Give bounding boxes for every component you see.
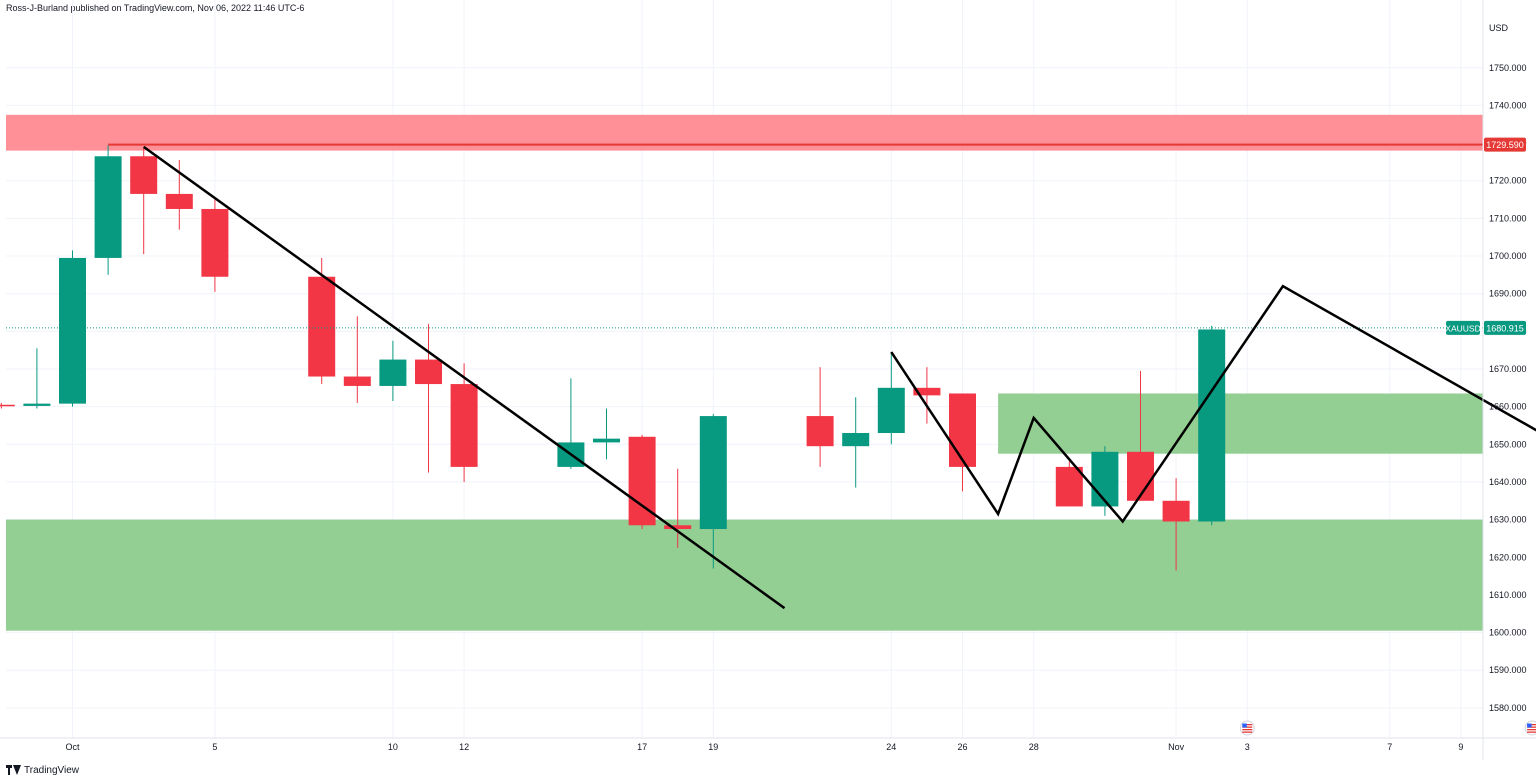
candlestick-series bbox=[0, 144, 1226, 571]
price-tick-label: 1640.000 bbox=[1489, 477, 1527, 487]
time-axis[interactable]: Oct510121719242628Nov37914162123 bbox=[0, 737, 1536, 752]
price-tick-label: 1690.000 bbox=[1489, 289, 1527, 299]
time-tick-label: 3 bbox=[1245, 742, 1250, 752]
projected-price-path bbox=[890, 284, 1536, 524]
candle-down bbox=[450, 384, 478, 467]
flag-stripe bbox=[1527, 729, 1536, 731]
price-tick-label: 1700.000 bbox=[1489, 251, 1527, 261]
flag-canton bbox=[1527, 723, 1532, 728]
candle-up bbox=[23, 403, 51, 406]
time-tick-label: 5 bbox=[212, 742, 217, 752]
price-tick-label: 1710.000 bbox=[1489, 213, 1527, 223]
candle-up bbox=[379, 359, 407, 386]
candle-down bbox=[664, 525, 692, 530]
price-tick-label: 1660.000 bbox=[1489, 402, 1527, 412]
flag-field bbox=[1527, 723, 1536, 733]
flag-stripe bbox=[1242, 731, 1253, 733]
price-tick-label: 1650.000 bbox=[1489, 439, 1527, 449]
time-tick-label: 12 bbox=[459, 742, 469, 752]
candle-down bbox=[913, 387, 941, 396]
price-tick-label: 1610.000 bbox=[1489, 590, 1527, 600]
resistance-price-badge bbox=[1484, 137, 1526, 152]
price-zones bbox=[6, 114, 1483, 631]
candle-up bbox=[877, 387, 905, 434]
price-tick-label: 1590.000 bbox=[1489, 665, 1527, 675]
tradingview-logo-icon bbox=[6, 765, 21, 775]
candle-down bbox=[165, 193, 193, 209]
candle-up bbox=[842, 433, 870, 447]
price-tick-label: 1720.000 bbox=[1489, 176, 1527, 186]
candle-down bbox=[130, 156, 158, 194]
flag-field bbox=[1242, 723, 1253, 733]
time-tick-label: 24 bbox=[886, 742, 896, 752]
footer-brand: TradingView bbox=[24, 764, 80, 776]
candle-up bbox=[1198, 329, 1226, 522]
last-price-badge bbox=[1484, 320, 1526, 335]
time-tick-label: 9 bbox=[1458, 742, 1463, 752]
time-tick-label: Oct bbox=[65, 742, 80, 752]
last-price-label: 1680.915 bbox=[1486, 323, 1524, 333]
candle-down bbox=[806, 416, 834, 447]
candle-up bbox=[1091, 451, 1119, 507]
resistance-price-label: 1729.590 bbox=[1486, 140, 1524, 150]
time-tick-label: 10 bbox=[388, 742, 398, 752]
currency-label: USD bbox=[1489, 23, 1509, 33]
candle-down bbox=[201, 208, 229, 277]
flag-stripe bbox=[1242, 729, 1253, 731]
candle-down bbox=[1162, 500, 1190, 522]
candle-down bbox=[1055, 466, 1083, 507]
candle-down bbox=[343, 376, 371, 386]
flag-canton bbox=[1242, 723, 1247, 728]
time-tick-label: 17 bbox=[637, 742, 647, 752]
us-flag-icon bbox=[1524, 720, 1536, 736]
support-zone bbox=[998, 393, 1483, 454]
price-axis[interactable]: USD 1580.000 1590.000 1600.000 1610.000 1620… bbox=[1482, 0, 1527, 760]
price-tick-label: 1580.000 bbox=[1489, 703, 1527, 713]
candle-down bbox=[1127, 451, 1154, 501]
price-tick-label: 1600.000 bbox=[1489, 628, 1527, 638]
time-tick-label: 19 bbox=[708, 742, 718, 752]
event-markers bbox=[1239, 720, 1536, 736]
downtrend-line bbox=[142, 145, 786, 610]
candle-up bbox=[59, 257, 86, 404]
candle-up bbox=[94, 156, 122, 258]
price-labels: 1729.590 XAUUSD 1680.915 bbox=[1445, 137, 1526, 335]
price-tick-label: 1750.000 bbox=[1489, 63, 1527, 73]
chart-drawings bbox=[6, 143, 1536, 610]
candle-up bbox=[699, 416, 727, 530]
flag-stripe bbox=[1527, 731, 1536, 733]
price-tick-label: 1620.000 bbox=[1489, 552, 1527, 562]
time-tick-label: 7 bbox=[1387, 742, 1392, 752]
symbol-badge bbox=[1446, 320, 1480, 335]
flag-stripe bbox=[1242, 724, 1253, 726]
publisher-attribution: Ross-J-Burland published on TradingView.… bbox=[6, 3, 305, 13]
candle-down bbox=[0, 404, 15, 407]
price-tick-label: 1670.000 bbox=[1489, 364, 1527, 374]
time-tick-label: 26 bbox=[957, 742, 967, 752]
candle-down bbox=[628, 436, 656, 526]
time-tick-label: Nov bbox=[1168, 742, 1185, 752]
candle-down bbox=[949, 393, 976, 467]
candle-down bbox=[308, 276, 336, 377]
candle-up bbox=[593, 438, 620, 443]
symbol-label: XAUUSD bbox=[1445, 323, 1480, 333]
price-tick-label: 1630.000 bbox=[1489, 515, 1527, 525]
us-flag-icon bbox=[1239, 720, 1255, 736]
candle-down bbox=[415, 359, 442, 385]
footer: TradingView bbox=[6, 763, 79, 777]
time-tick-label: 28 bbox=[1029, 742, 1039, 752]
flag-stripe bbox=[1242, 726, 1253, 728]
support-zone bbox=[6, 519, 1483, 631]
price-tick-label: 1740.000 bbox=[1489, 100, 1527, 110]
